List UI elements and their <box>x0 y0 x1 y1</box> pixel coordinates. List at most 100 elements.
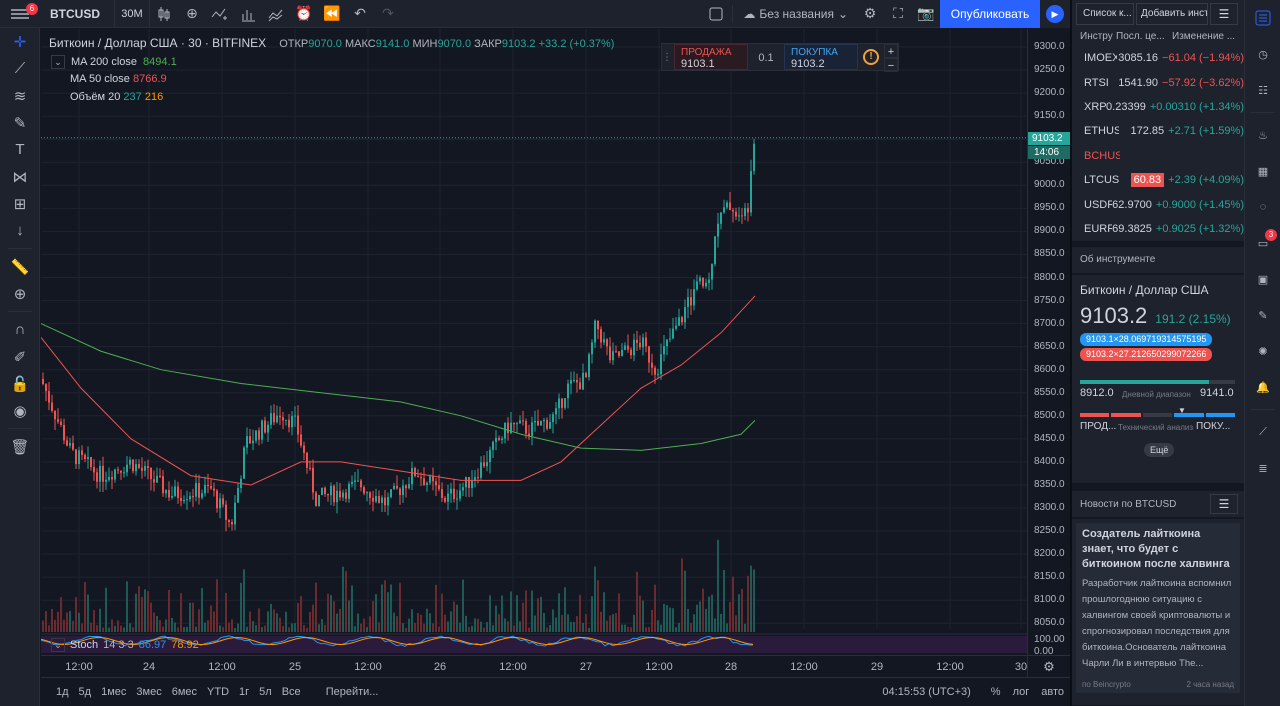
trendline-tool[interactable]: ⟋ <box>0 55 40 82</box>
watchlist-row[interactable]: RTSI 1541.90 −57.92 (−3.62%) <box>1072 70 1244 95</box>
collapse-legend-icon[interactable]: ⌄ <box>51 55 65 69</box>
time-scale[interactable]: 12:00 24 12:00 25 12:00 26 12:00 27 12:00 28 12:00… <box>41 655 1027 677</box>
news-menu-button[interactable]: ☰ <box>1210 494 1238 515</box>
ma200-legend[interactable]: ⌄ MA 200 close 8494.1 <box>51 55 177 69</box>
chart-style-button[interactable] <box>150 0 178 28</box>
stay-drawing-tool[interactable]: ✐ <box>0 343 40 370</box>
range-1m[interactable]: 1мес <box>101 686 127 698</box>
multi-chart-button[interactable] <box>702 0 730 28</box>
notes-tab[interactable]: ✎ <box>1245 297 1280 333</box>
ideas-tab[interactable]: ◌ <box>1245 189 1280 225</box>
panel-divider[interactable] <box>1070 0 1072 706</box>
range-ytd[interactable]: YTD <box>207 686 230 698</box>
fib-tool[interactable]: ≋ <box>0 82 40 109</box>
help-tab[interactable]: ✺ <box>1245 333 1280 369</box>
calendar-tab[interactable]: ▦ <box>1245 153 1280 189</box>
redo-button[interactable]: ↷ <box>374 0 402 28</box>
financials-button[interactable] <box>234 0 262 28</box>
notifications-tab[interactable]: 🔔 <box>1245 369 1280 405</box>
col-change[interactable]: Изменение ... <box>1172 31 1236 42</box>
col-last[interactable]: Посл. це... <box>1116 31 1165 42</box>
replay-button[interactable]: ⏪ <box>318 0 346 28</box>
settings-button[interactable]: ⚙ <box>856 0 884 28</box>
range-6m[interactable]: 6мес <box>171 686 198 698</box>
text-tool[interactable]: T <box>0 136 40 163</box>
crosshair-tool[interactable]: ✛ <box>0 28 40 55</box>
compare-button[interactable]: ⊕ <box>178 0 206 28</box>
hide-tool[interactable]: ◉ <box>0 397 40 424</box>
watchlist-menu-button[interactable]: ☰ <box>1210 3 1238 25</box>
arrow-tool[interactable]: ↓ <box>0 217 40 244</box>
templates-button[interactable] <box>262 0 290 28</box>
watchlist-row[interactable]: USDRUB62.9700+0.9000 (+1.45%) <box>1072 192 1244 217</box>
buy-button[interactable]: ПОКУПКА 9103.2 <box>784 44 858 70</box>
layout-name-button[interactable]: ☁ Без названия ⌄ <box>735 7 856 21</box>
stoch-legend[interactable]: ⌄ Stoch 14 3 3 86.97 78.92 <box>51 638 199 652</box>
watchlist-row[interactable]: LTCUSD 60.83+2.39 (+4.09%) <box>1072 167 1244 193</box>
pattern-tool[interactable]: ⋈ <box>0 163 40 190</box>
remove-tool[interactable]: 🗑 <box>0 433 40 460</box>
watchlist-row[interactable]: EURRUB69.3825+0.9025 (+1.32%) <box>1072 216 1244 242</box>
price-chart[interactable] <box>41 29 1027 655</box>
range-1d[interactable]: 1д <box>56 686 69 698</box>
snapshot-button[interactable]: 📷 <box>912 0 940 28</box>
magnet-tool[interactable]: ∩ <box>0 316 40 343</box>
volume-legend[interactable]: Объём 20 237 216 <box>70 91 163 103</box>
measure-tool[interactable]: 📏 <box>0 253 40 280</box>
watchlist-select[interactable]: Список к... <box>1076 3 1134 25</box>
auto-toggle[interactable]: авто <box>1041 686 1064 698</box>
brush-tool[interactable]: ✎ <box>0 109 40 136</box>
lock-tool[interactable]: 🔓 <box>0 370 40 397</box>
plus-button[interactable]: + <box>884 44 898 58</box>
ma50-legend[interactable]: MA 50 close 8766.9 <box>70 73 167 85</box>
range-all[interactable]: Все <box>281 686 301 698</box>
volume-bar <box>261 627 263 632</box>
range-3m[interactable]: 3мес <box>136 686 162 698</box>
prediction-tool[interactable]: ⊞ <box>0 190 40 217</box>
chart-settings-button[interactable]: ⚙ <box>1027 655 1070 677</box>
news-card[interactable]: Создатель лайткоина знает, что будет с б… <box>1076 523 1240 694</box>
candle-body <box>489 449 491 463</box>
range-1y[interactable]: 1г <box>239 686 250 698</box>
chat-tab[interactable]: ▭ 3 <box>1245 225 1280 261</box>
watchlist-row[interactable]: IMOEX 3085.16 −61.04 (−1.94%) <box>1072 46 1244 71</box>
publish-button[interactable]: Опубликовать <box>940 0 1040 28</box>
chart-pane[interactable]: Биткоин / Доллар США · 30 · BITFINEX ОТК… <box>41 29 1027 655</box>
range-5y[interactable]: 5л <box>259 686 272 698</box>
hotlists-tab[interactable]: ♨ <box>1245 117 1280 153</box>
add-symbol-button[interactable]: Добавить инстр <box>1136 3 1208 25</box>
screener-tab[interactable]: ≣ <box>1245 450 1280 486</box>
fullscreen-button[interactable]: ⛶ <box>884 0 912 28</box>
watchlist-row[interactable]: ETHUSD 172.85+2.71 (+1.59%) <box>1072 119 1244 144</box>
alert-button[interactable]: ⏰ <box>290 0 318 28</box>
sell-button[interactable]: ПРОДАЖА 9103.1 <box>674 44 748 70</box>
minus-button[interactable]: − <box>884 58 898 72</box>
watchlist-tab[interactable] <box>1245 0 1280 36</box>
interval-button[interactable]: 30M <box>115 0 150 28</box>
undo-button[interactable]: ↶ <box>346 0 374 28</box>
replay-play-button[interactable]: ▶ <box>1040 0 1070 28</box>
data-window-tab[interactable]: ☷ <box>1245 72 1280 108</box>
drag-handle-icon[interactable]: ⋮⋮ <box>662 52 682 63</box>
timezone-clock[interactable]: 04:15:53 (UTC+3) <box>882 686 971 698</box>
more-button[interactable]: Ещё <box>1144 443 1175 458</box>
collapse-legend-icon[interactable]: ⌄ <box>51 638 65 652</box>
zoom-tool[interactable]: ⊕ <box>0 280 40 307</box>
indicators-button[interactable] <box>206 0 234 28</box>
symbol-search[interactable]: BTCUSD <box>40 0 115 28</box>
watchlist-row[interactable]: XRPUSD0.23399+0.00310 (+1.34%) <box>1072 94 1244 120</box>
goto-date-button[interactable]: Перейти... <box>325 686 379 698</box>
alerts-tab[interactable]: ◷ <box>1245 36 1280 72</box>
trading-tab[interactable]: ⟋ <box>1245 414 1280 450</box>
warning-button[interactable]: ! <box>858 44 884 70</box>
watchlist-last: 60.83 <box>1119 173 1168 188</box>
price-scale[interactable]: 9300.09250.09200.09150.09100.09050.09000… <box>1027 29 1071 657</box>
range-5d[interactable]: 5д <box>78 686 92 698</box>
percent-toggle[interactable]: % <box>990 686 1001 698</box>
streams-tab[interactable]: ▣ <box>1245 261 1280 297</box>
stoch-scale-high: 100.00 <box>1034 634 1065 645</box>
col-symbol[interactable]: Инстру <box>1080 31 1113 42</box>
menu-button[interactable]: 6 <box>0 0 40 28</box>
watchlist-row[interactable]: BCHUSD <box>1072 143 1244 168</box>
log-toggle[interactable]: лог <box>1012 686 1030 698</box>
